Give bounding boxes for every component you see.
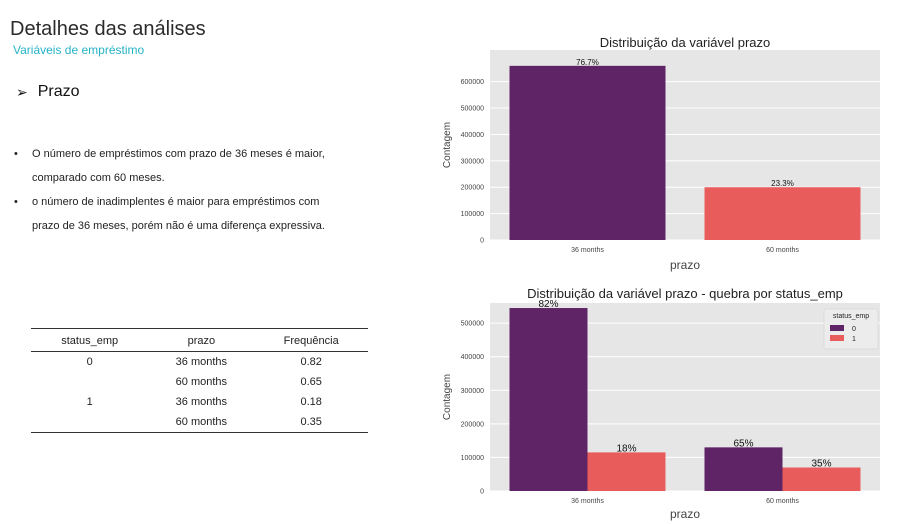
legend-swatch	[830, 335, 844, 341]
column-header: prazo	[148, 328, 255, 352]
table-cell: 36 months	[175, 356, 228, 368]
table-cell: 0.18	[300, 396, 322, 408]
bullet-item: • o número de inadimplentes é maior para…	[14, 190, 334, 238]
bar-data-label: 23.3%	[771, 179, 794, 188]
x-tick-label: 36 months	[571, 498, 604, 505]
table-row: 0 36 months 0.82	[31, 352, 368, 373]
bar	[509, 65, 666, 240]
chart-title: Distribuição da variável prazo	[600, 35, 771, 50]
bullet-dot: •	[14, 148, 18, 160]
x-tick-label: 36 months	[571, 247, 604, 254]
bar	[782, 467, 861, 491]
table-cell	[31, 412, 149, 433]
x-tick-label: 60 months	[766, 498, 799, 505]
table-cell	[31, 372, 148, 392]
y-tick-label: 100000	[461, 455, 484, 462]
bar	[587, 452, 666, 491]
y-tick-label: 500000	[461, 106, 484, 113]
y-tick-label: 400000	[461, 132, 484, 139]
page-subtitle: Variáveis de empréstimo	[13, 43, 145, 57]
bullet-dot: •	[14, 196, 18, 208]
x-axis-label: prazo	[670, 258, 700, 272]
chart-title: Distribuição da variável prazo - quebra …	[527, 286, 843, 301]
table-cell: 0.35	[254, 412, 368, 433]
table-cell: 60 months	[148, 412, 255, 433]
y-tick-label: 200000	[461, 185, 484, 192]
bar-data-label: 35%	[811, 459, 831, 470]
table-cell: 0.82	[300, 356, 322, 368]
chart-prazo-distribution: 0 100000 200000 300000 400000 500000 600000 36 …	[442, 35, 880, 272]
column-header: status_emp	[31, 328, 149, 352]
y-axis-label: Contagem	[442, 122, 453, 168]
y-tick-label: 500000	[461, 321, 484, 328]
legend-swatch	[830, 325, 844, 331]
bar	[509, 308, 588, 491]
bar-data-label: 18%	[616, 443, 636, 454]
y-tick-label: 0	[480, 489, 484, 496]
page-title: Detalhes das análises	[10, 18, 206, 40]
y-axis-label: Contagem	[442, 374, 453, 420]
table-cell: 36 months	[175, 396, 228, 408]
table-row: 1 36 months 0.18	[31, 392, 368, 412]
bar-data-label: 65%	[733, 438, 753, 449]
bullet-text: O número de empréstimos com prazo de 36 …	[32, 148, 325, 184]
x-tick-label: 60 months	[766, 247, 799, 254]
y-tick-label: 100000	[461, 211, 484, 218]
legend-title: status_emp	[833, 313, 869, 320]
table-cell: 1	[86, 396, 93, 408]
section-title: Prazo	[37, 83, 80, 100]
y-tick-label: 300000	[461, 158, 484, 165]
column-header: Frequência	[254, 328, 368, 352]
y-tick-label: 400000	[461, 354, 484, 361]
table-row: 60 months 0.35	[31, 412, 368, 433]
y-tick-label: 300000	[461, 388, 484, 395]
y-tick-label: 200000	[461, 421, 484, 428]
y-tick-label: 600000	[461, 79, 484, 86]
legend-label: 1	[852, 336, 856, 343]
bullet-list: • O número de empréstimos com prazo de 3…	[14, 142, 334, 238]
bar	[704, 187, 861, 240]
arrow-bullet-icon: ➢	[16, 83, 28, 100]
table-cell: 0	[86, 356, 93, 368]
frequency-table: status_emp prazo Frequência 0 36 months …	[31, 328, 368, 433]
table-header-row: status_emp prazo Frequência	[31, 328, 368, 352]
table-row: 60 months 0.65	[31, 372, 368, 392]
bullet-text: o número de inadimplentes é maior para e…	[32, 196, 325, 232]
legend-label: 0	[852, 326, 856, 333]
table-cell: 60 months	[175, 376, 228, 388]
table-cell: 0.65	[300, 376, 322, 388]
bar-data-label: 82%	[538, 299, 558, 310]
x-axis-label: prazo	[670, 507, 700, 521]
y-tick-label: 0	[480, 238, 484, 245]
bar	[704, 447, 783, 491]
chart-prazo-by-status: 0 100000 200000 300000 400000 500000 36 months…	[442, 286, 880, 521]
bullet-item: • O número de empréstimos com prazo de 3…	[14, 142, 334, 190]
bar-data-label: 76.7%	[576, 58, 599, 67]
section-heading: ➢ Prazo	[16, 83, 80, 101]
